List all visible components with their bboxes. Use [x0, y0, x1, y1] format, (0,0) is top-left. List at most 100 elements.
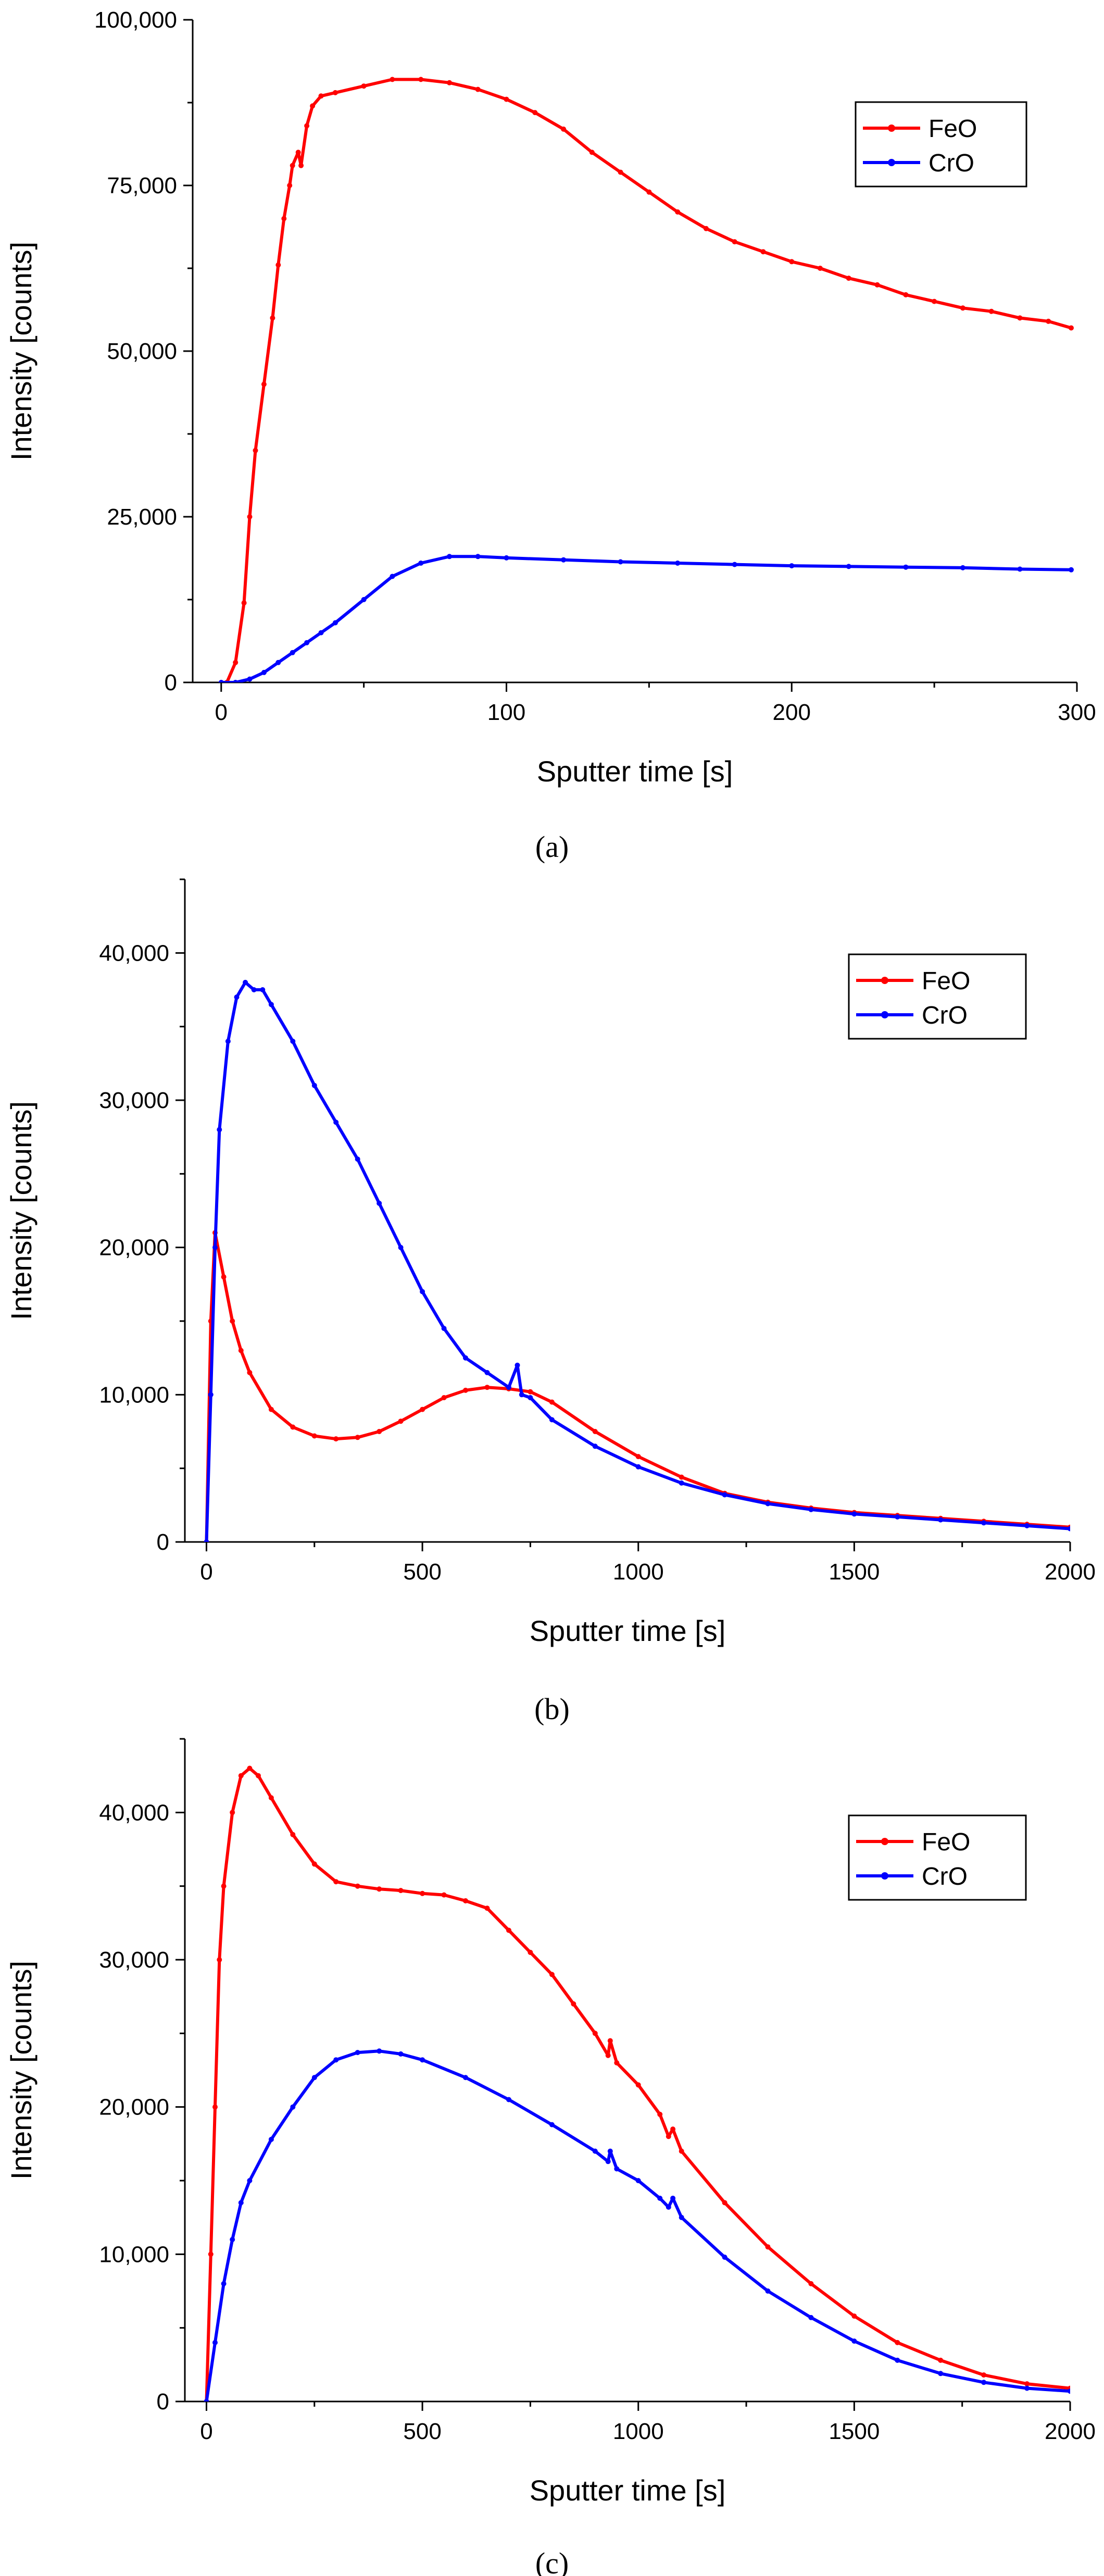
data-point-cro — [247, 2178, 253, 2183]
y-tick-label: 75,000 — [107, 173, 177, 198]
data-point-cro — [592, 1443, 598, 1449]
data-point-feo — [789, 259, 795, 265]
data-point-cro — [504, 555, 509, 561]
data-point-feo — [765, 2244, 771, 2250]
y-tick-label: 40,000 — [99, 940, 169, 966]
legend-label-cro: CrO — [929, 150, 974, 177]
data-point-feo — [635, 1454, 641, 1460]
data-point-cro — [333, 2057, 339, 2063]
data-point-cro — [607, 2148, 613, 2154]
data-point-cro — [268, 1002, 274, 1007]
data-point-cro — [561, 557, 567, 563]
data-point-feo — [895, 2339, 900, 2345]
data-point-cro — [290, 1038, 296, 1044]
x-tick-label: 1000 — [613, 1559, 664, 1585]
legend: FeO CrO — [848, 953, 1027, 1040]
data-point-cro — [618, 559, 623, 565]
data-point-cro — [528, 1395, 533, 1400]
data-point-feo — [311, 1433, 317, 1439]
data-point-feo — [981, 2372, 987, 2378]
data-point-cro — [212, 1245, 218, 1250]
data-point-cro — [635, 1464, 641, 1470]
data-point-cro — [234, 994, 240, 1000]
data-point-feo — [760, 249, 766, 255]
data-point-feo — [420, 1407, 425, 1412]
data-point-cro — [420, 1289, 425, 1295]
data-point-cro — [981, 1520, 987, 1526]
legend-marker-cro — [888, 159, 895, 166]
data-point-feo — [287, 183, 293, 188]
data-point-cro — [247, 676, 253, 682]
panel-caption: (a) — [535, 830, 569, 864]
data-point-cro — [261, 669, 267, 675]
data-point-feo — [208, 2251, 214, 2257]
data-point-cro — [960, 565, 965, 570]
data-point-feo — [290, 163, 295, 168]
data-point-cro — [592, 2148, 598, 2154]
data-point-cro — [679, 2214, 684, 2220]
data-point-cro — [221, 2281, 227, 2286]
data-point-feo — [268, 1795, 274, 1801]
legend-label-feo: FeO — [922, 1828, 970, 1856]
data-point-cro — [204, 1539, 209, 1542]
data-point-feo — [390, 77, 395, 82]
data-point-cro — [515, 1362, 520, 1368]
legend-marker-cro — [881, 1872, 888, 1880]
data-point-feo — [874, 282, 880, 288]
data-point-cro — [670, 2195, 676, 2201]
data-point-cro — [635, 2178, 641, 2183]
data-point-cro — [418, 561, 424, 566]
data-point-cro — [238, 2200, 244, 2206]
x-axis-title: Sputter time [s] — [530, 1614, 726, 1647]
data-point-cro — [208, 1392, 214, 1398]
data-point-feo — [230, 1810, 235, 1815]
data-point-cro — [377, 2048, 382, 2054]
legend-marker-feo — [888, 125, 895, 132]
data-point-feo — [549, 1972, 555, 1977]
data-point-cro — [549, 1417, 555, 1423]
y-tick-label: 0 — [157, 2389, 169, 2415]
data-point-feo — [846, 276, 851, 281]
data-point-feo — [398, 1418, 404, 1424]
x-tick-label: 0 — [215, 700, 228, 725]
data-point-cro — [204, 2399, 209, 2401]
x-tick-label: 300 — [1058, 700, 1096, 725]
data-point-cro — [355, 2050, 360, 2056]
data-point-cro — [290, 650, 295, 655]
legend-box — [848, 953, 1027, 1040]
data-point-cro — [851, 2338, 857, 2344]
data-point-cro — [311, 1082, 317, 1088]
y-tick-label: 0 — [157, 1529, 169, 1555]
data-point-feo — [463, 1898, 468, 1903]
x-tick-label: 1000 — [613, 2419, 664, 2444]
data-point-feo — [290, 1832, 296, 1837]
data-point-cro — [463, 1355, 468, 1361]
data-point-cro — [1024, 1523, 1030, 1528]
y-axis-title: Intensity [counts] — [5, 242, 37, 461]
data-point-cro — [217, 1127, 222, 1133]
legend-marker-cro — [881, 1011, 888, 1018]
data-point-cro — [390, 574, 395, 579]
data-point-cro — [1017, 566, 1023, 572]
data-point-cro — [311, 2075, 317, 2081]
data-point-cro — [275, 659, 281, 665]
y-axis-title: Intensity [counts] — [5, 1101, 37, 1320]
data-point-feo — [679, 1474, 684, 1480]
data-point-cro — [332, 620, 338, 626]
data-point-feo — [311, 1861, 317, 1867]
data-point-cro — [506, 1385, 511, 1390]
data-point-cro — [484, 1370, 490, 1375]
data-point-feo — [377, 1429, 382, 1434]
data-point-feo — [988, 308, 994, 314]
data-point-feo — [675, 209, 681, 215]
data-point-feo — [463, 1387, 468, 1393]
series-line-feo — [205, 1231, 1070, 1542]
data-point-feo — [217, 1957, 222, 1962]
data-point-cro — [506, 2097, 511, 2102]
data-point-cro — [318, 630, 324, 636]
data-point-cro — [1069, 567, 1074, 573]
y-tick-label: 50,000 — [107, 339, 177, 364]
data-point-feo — [247, 1370, 253, 1375]
data-point-feo — [528, 1949, 533, 1955]
